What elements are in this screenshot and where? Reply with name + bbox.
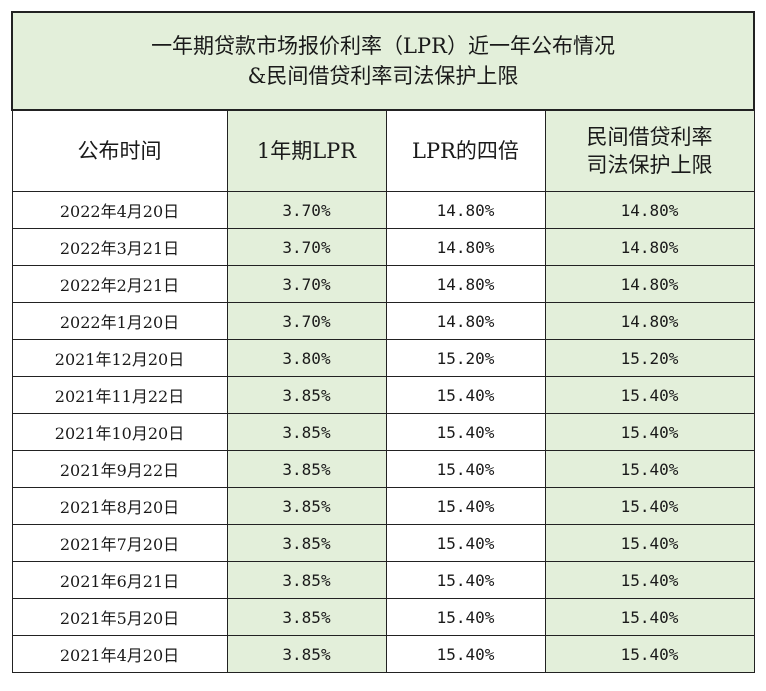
lpr4-cell: 14.80% xyxy=(385,265,546,303)
lpr-cell: 3.70% xyxy=(226,228,387,266)
header-date: 公布时间 xyxy=(11,109,228,192)
lpr-cell: 3.80% xyxy=(226,339,387,377)
cap-cell: 14.80% xyxy=(544,265,755,303)
table-row: 2021年10月20日 3.85% 15.40% 15.40% xyxy=(11,413,755,451)
table-row: 2021年9月22日 3.85% 15.40% 15.40% xyxy=(11,450,755,488)
lpr-cell: 3.70% xyxy=(226,265,387,303)
table-row: 2022年3月21日 3.70% 14.80% 14.80% xyxy=(11,228,755,266)
header-cap-line2: 司法保护上限 xyxy=(586,153,713,177)
header-lpr: 1年期LPR xyxy=(226,109,387,192)
table-row: 2022年2月21日 3.70% 14.80% 14.80% xyxy=(11,265,755,303)
lpr-cell: 3.70% xyxy=(226,302,387,340)
date-cell: 2022年1月20日 xyxy=(11,302,228,340)
lpr-cell: 3.85% xyxy=(226,450,387,488)
lpr4-cell: 14.80% xyxy=(385,191,546,229)
cap-cell: 14.80% xyxy=(544,228,755,266)
table-row: 2021年5月20日 3.85% 15.40% 15.40% xyxy=(11,598,755,636)
date-cell: 2021年10月20日 xyxy=(11,413,228,451)
lpr4-cell: 15.40% xyxy=(385,376,546,414)
header-cap-line1: 民间借贷利率 xyxy=(586,125,713,149)
cap-cell: 14.80% xyxy=(544,191,755,229)
table-row: 2022年1月20日 3.70% 14.80% 14.80% xyxy=(11,302,755,340)
title-row: 一年期贷款市场报价利率（LPR）近一年公布情况 &民间借贷利率司法保护上限 xyxy=(10,11,756,111)
cap-cell: 15.40% xyxy=(544,598,755,636)
cap-cell: 15.40% xyxy=(544,635,755,673)
lpr-cell: 3.85% xyxy=(226,524,387,562)
cap-cell: 15.40% xyxy=(544,487,755,525)
lpr-cell: 3.85% xyxy=(226,561,387,599)
cap-cell: 14.80% xyxy=(544,302,755,340)
lpr-cell: 3.85% xyxy=(226,598,387,636)
title-line-1: 一年期贷款市场报价利率（LPR）近一年公布情况 xyxy=(151,34,615,58)
lpr-cell: 3.85% xyxy=(226,413,387,451)
lpr4-cell: 14.80% xyxy=(385,302,546,340)
date-cell: 2022年4月20日 xyxy=(11,191,228,229)
date-cell: 2021年7月20日 xyxy=(11,524,228,562)
lpr4-cell: 15.40% xyxy=(385,450,546,488)
lpr-table: 一年期贷款市场报价利率（LPR）近一年公布情况 &民间借贷利率司法保护上限 公布… xyxy=(10,11,756,673)
date-cell: 2022年2月21日 xyxy=(11,265,228,303)
date-cell: 2022年3月21日 xyxy=(11,228,228,266)
header-cap: 民间借贷利率 司法保护上限 xyxy=(544,109,755,192)
lpr-cell: 3.85% xyxy=(226,376,387,414)
table-row: 2021年7月20日 3.85% 15.40% 15.40% xyxy=(11,524,755,562)
header-lpr4: LPR的四倍 xyxy=(385,109,546,192)
date-cell: 2021年12月20日 xyxy=(11,339,228,377)
date-cell: 2021年5月20日 xyxy=(11,598,228,636)
cap-cell: 15.40% xyxy=(544,413,755,451)
lpr4-cell: 15.40% xyxy=(385,598,546,636)
date-cell: 2021年9月22日 xyxy=(11,450,228,488)
lpr4-cell: 15.40% xyxy=(385,635,546,673)
date-cell: 2021年6月21日 xyxy=(11,561,228,599)
lpr-cell: 3.70% xyxy=(226,191,387,229)
date-cell: 2021年8月20日 xyxy=(11,487,228,525)
table-title: 一年期贷款市场报价利率（LPR）近一年公布情况 &民间借贷利率司法保护上限 xyxy=(10,11,756,111)
table-row: 2021年4月20日 3.85% 15.40% 15.40% xyxy=(11,635,755,673)
table-row: 2021年8月20日 3.85% 15.40% 15.40% xyxy=(11,487,755,525)
lpr-cell: 3.85% xyxy=(226,487,387,525)
cap-cell: 15.40% xyxy=(544,524,755,562)
cap-cell: 15.40% xyxy=(544,561,755,599)
table-row: 2021年6月21日 3.85% 15.40% 15.40% xyxy=(11,561,755,599)
lpr4-cell: 15.40% xyxy=(385,413,546,451)
lpr4-cell: 15.40% xyxy=(385,487,546,525)
date-cell: 2021年11月22日 xyxy=(11,376,228,414)
date-cell: 2021年4月20日 xyxy=(11,635,228,673)
title-line-2: &民间借贷利率司法保护上限 xyxy=(247,64,519,88)
lpr4-cell: 15.20% xyxy=(385,339,546,377)
lpr4-cell: 15.40% xyxy=(385,524,546,562)
cap-cell: 15.40% xyxy=(544,450,755,488)
table-row: 2022年4月20日 3.70% 14.80% 14.80% xyxy=(11,191,755,229)
lpr4-cell: 15.40% xyxy=(385,561,546,599)
cap-cell: 15.40% xyxy=(544,376,755,414)
table-row: 2021年12月20日 3.80% 15.20% 15.20% xyxy=(11,339,755,377)
lpr4-cell: 14.80% xyxy=(385,228,546,266)
table-row: 2021年11月22日 3.85% 15.40% 15.40% xyxy=(11,376,755,414)
cap-cell: 15.20% xyxy=(544,339,755,377)
header-row: 公布时间 1年期LPR LPR的四倍 民间借贷利率 司法保护上限 xyxy=(11,109,755,192)
lpr-cell: 3.85% xyxy=(226,635,387,673)
